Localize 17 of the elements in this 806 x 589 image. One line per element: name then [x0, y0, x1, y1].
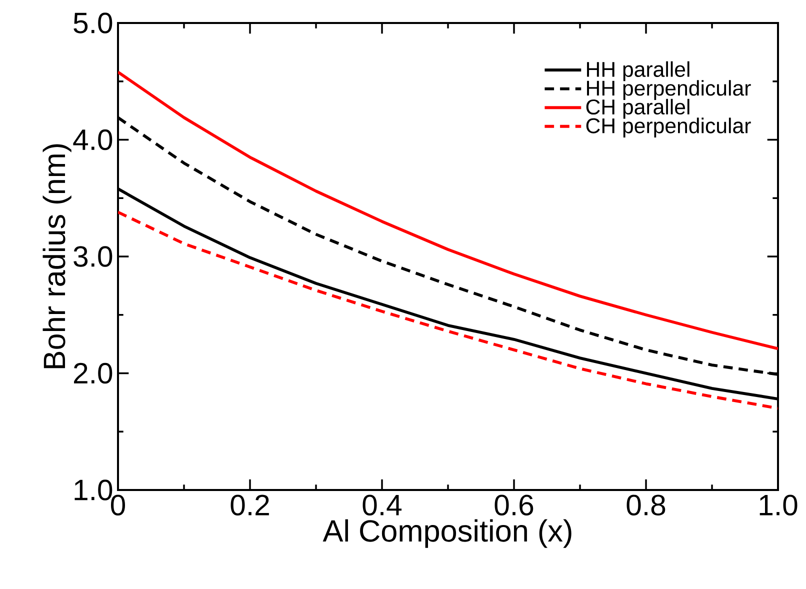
- legend-label: CH parallel: [586, 98, 690, 119]
- y-tick-label: 4.0: [73, 129, 112, 150]
- y-tick-label: 3.0: [74, 246, 112, 267]
- x-tick-label: 0.2: [230, 494, 269, 516]
- y-tick-label: 5.0: [74, 12, 112, 34]
- y-tick-label: 2.0: [74, 362, 112, 384]
- legend-label: CH perpendicular: [586, 118, 751, 138]
- y-tick-label: 1.0: [74, 480, 112, 500]
- x-tick-label: 0.8: [626, 494, 666, 516]
- x-axis-title: Al Composition (x): [322, 519, 572, 548]
- x-tick-label: 0.4: [362, 494, 402, 516]
- y-axis-title: Bohr radius (nm): [42, 144, 72, 368]
- x-tick-label: 0: [110, 494, 126, 516]
- legend-label: HH parallel: [587, 61, 690, 82]
- x-tick-label: 1.0: [760, 494, 798, 516]
- legend-label: HH perpendicular: [587, 80, 751, 100]
- x-tick-label: 0.6: [494, 494, 534, 516]
